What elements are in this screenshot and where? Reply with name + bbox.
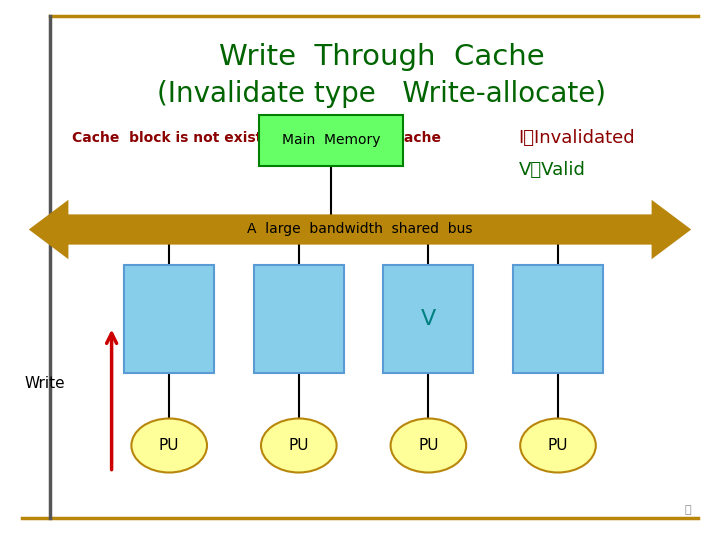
Text: Write  Through  Cache: Write Through Cache xyxy=(219,43,544,71)
Text: Cache  block is not existing in the target cache: Cache block is not existing in the targe… xyxy=(72,131,441,145)
Text: V: V xyxy=(420,308,436,329)
Ellipse shape xyxy=(521,418,596,472)
Text: 🔊: 🔊 xyxy=(684,505,691,515)
Text: (Invalidate type   Write-allocate): (Invalidate type Write-allocate) xyxy=(157,80,606,109)
FancyBboxPatch shape xyxy=(259,115,403,166)
Text: PU: PU xyxy=(418,438,438,453)
Ellipse shape xyxy=(131,418,207,472)
Ellipse shape xyxy=(390,418,467,472)
FancyBboxPatch shape xyxy=(383,265,474,373)
FancyBboxPatch shape xyxy=(513,265,603,373)
Text: Main  Memory: Main Memory xyxy=(282,133,380,147)
Ellipse shape xyxy=(261,418,337,472)
Text: PU: PU xyxy=(159,438,179,453)
Text: I：Invalidated: I：Invalidated xyxy=(518,129,635,147)
Text: V：Valid: V：Valid xyxy=(518,161,585,179)
Text: PU: PU xyxy=(289,438,309,453)
FancyBboxPatch shape xyxy=(253,265,344,373)
Text: A  large  bandwidth  shared  bus: A large bandwidth shared bus xyxy=(247,222,473,237)
Polygon shape xyxy=(29,200,691,259)
FancyBboxPatch shape xyxy=(124,265,215,373)
Text: Write: Write xyxy=(24,376,65,391)
Text: PU: PU xyxy=(548,438,568,453)
